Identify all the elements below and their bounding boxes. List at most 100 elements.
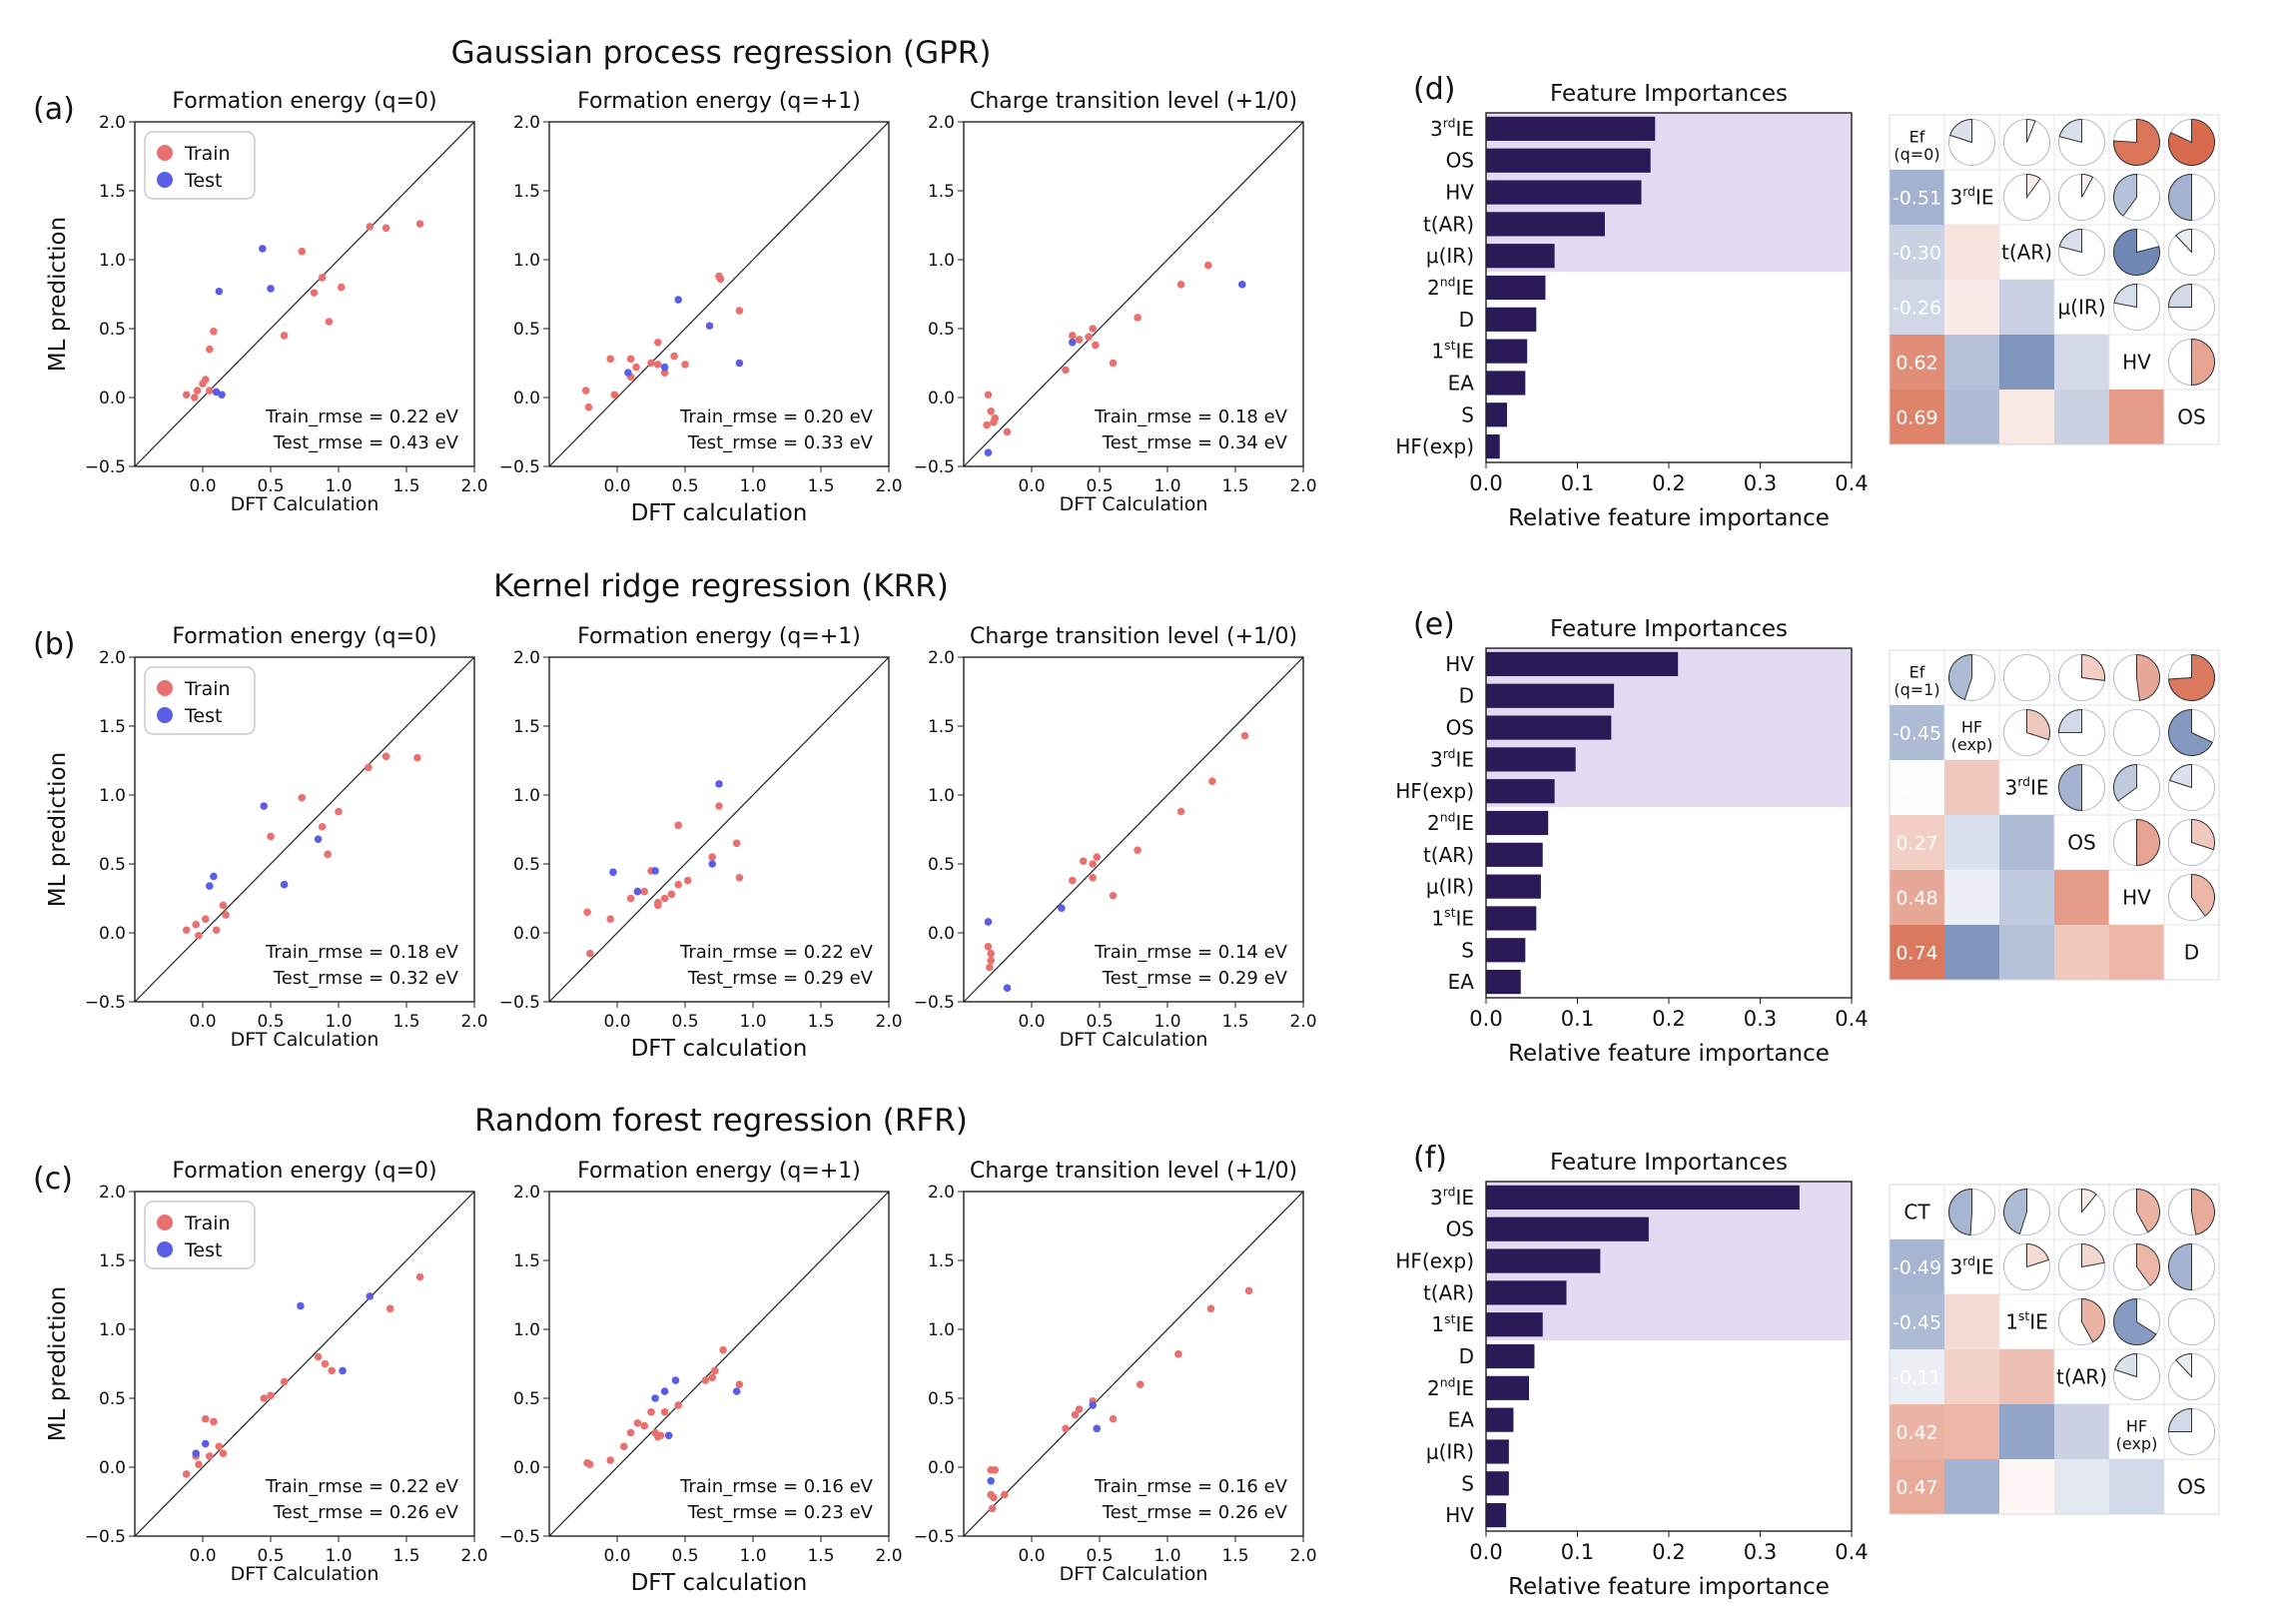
train-point <box>1089 325 1097 333</box>
test-point <box>314 835 323 843</box>
train-point <box>1089 860 1097 868</box>
y-tick-label: −0.5 <box>85 993 126 1013</box>
diagonal-line <box>963 1191 1304 1537</box>
corr-cell <box>1890 760 1944 815</box>
train-point <box>640 1421 648 1430</box>
importance-bar <box>1486 683 1615 708</box>
corr-label: CT <box>1903 1201 1930 1224</box>
x-tick-label: 0.5 <box>257 1012 284 1032</box>
x-tick-label: 1.5 <box>392 1012 419 1032</box>
test-rmse: Test_rmse = 0.32 eV <box>273 968 459 989</box>
train-point <box>606 355 614 364</box>
train-point <box>735 307 744 315</box>
corr-cell <box>1890 1349 1944 1404</box>
plot-frame <box>134 121 475 467</box>
test-rmse: Test_rmse = 0.23 eV <box>687 1502 874 1523</box>
panel-letter: (d) <box>1413 72 1455 107</box>
train-point <box>193 387 202 395</box>
feature-label: HF(exp) <box>1395 1249 1474 1273</box>
corr-pie-slice <box>2113 1352 2137 1378</box>
test-point <box>267 285 275 293</box>
corr-cell <box>1999 390 2054 444</box>
feature-label: EA <box>1448 371 1475 395</box>
corr-pie-slice <box>2168 653 2215 701</box>
train-point <box>1093 853 1102 861</box>
importance-bar <box>1486 244 1555 269</box>
train-point <box>318 274 327 282</box>
test-point <box>715 780 723 788</box>
train-point <box>1062 1424 1070 1433</box>
test-point <box>215 287 224 296</box>
method-title-rfr: Random forest regression (RFR) <box>474 1103 968 1139</box>
train-point <box>654 901 662 910</box>
plot-frame <box>548 1191 890 1537</box>
x-tick-label: 0.0 <box>603 476 630 496</box>
train-point <box>335 807 343 816</box>
corr-cell <box>1944 280 1999 335</box>
scatter-panel-3: 0.0 0.5 1.0 1.5 2.0 −0.5 0.0 0.5 1.0 1.5 2.0 Format… <box>33 624 488 1051</box>
importance-bar <box>1486 1503 1507 1528</box>
corr-pie-slice <box>2057 708 2082 733</box>
corr-pie-slice <box>1948 1188 1972 1235</box>
corr-cell <box>1999 925 2054 980</box>
feature-label: S <box>1461 1471 1474 1495</box>
y-tick-label: 2.0 <box>513 113 540 133</box>
train-point <box>310 289 319 297</box>
scatter-panel-1: 0.0 0.5 1.0 1.5 2.0 −0.5 0.0 0.5 1.0 1.5 2.0 Format… <box>499 89 903 526</box>
train-point <box>1109 359 1118 368</box>
train-point <box>201 1414 210 1423</box>
x-tick-label: 1.0 <box>739 1546 766 1566</box>
corr-cell <box>1890 225 1944 280</box>
corr-cell <box>1944 925 1999 980</box>
x-tick-label: 0.1 <box>1561 1540 1594 1564</box>
corr-cell <box>2054 1404 2109 1459</box>
x-tick-label: 0.0 <box>1469 1007 1502 1031</box>
importance-bar <box>1486 1185 1800 1210</box>
feature-label: 2ndIE <box>1427 275 1474 300</box>
panel-title: Formation energy (q=0) <box>172 89 436 114</box>
y-tick-label: 0.0 <box>99 1458 126 1478</box>
feature-importance-panels: 3rdIE OS HV t(AR) μ(IR) 2ndIE D 1stIE EA S HF(exp)… <box>1395 72 1868 1600</box>
train-point <box>987 956 995 965</box>
train-point <box>735 1380 744 1388</box>
train-point <box>1069 332 1077 340</box>
diagonal-line <box>963 121 1304 467</box>
test-point <box>651 1394 659 1402</box>
panel-letter: (b) <box>33 627 75 662</box>
corr-pie-slice <box>2026 173 2041 200</box>
x-tick-label: 2.0 <box>1289 476 1316 496</box>
y-tick-label: −0.5 <box>914 1527 955 1547</box>
corr-label: HV <box>2122 351 2151 375</box>
y-tick-label: 1.5 <box>928 182 955 202</box>
train-point <box>206 387 214 395</box>
train-point <box>654 361 662 369</box>
importance-bar <box>1486 715 1612 740</box>
feature-label: OS <box>1446 1218 1474 1241</box>
test-point <box>1058 904 1066 912</box>
diagonal-line <box>548 656 890 1003</box>
test-point <box>1089 1401 1097 1409</box>
feature-label: EA <box>1448 1408 1475 1432</box>
importance-bar <box>1486 1407 1514 1432</box>
test-point <box>984 918 993 926</box>
corr-cell <box>1999 1404 2054 1459</box>
corr-label: D <box>2184 941 2199 965</box>
feature-label: HV <box>1445 652 1474 676</box>
y-tick-label: 0.5 <box>928 320 955 340</box>
x-tick-label: 1.5 <box>807 1012 834 1032</box>
importance-bar <box>1486 1248 1601 1273</box>
corr-pie-slice <box>2113 763 2137 802</box>
x-tick-label: 2.0 <box>875 1546 902 1566</box>
corr-value: 0.48 <box>1896 888 1937 910</box>
legend-train-marker <box>157 680 173 696</box>
importance-panel-0: 3rdIE OS HV t(AR) μ(IR) 2ndIE D 1stIE EA S HF(exp)… <box>1395 72 1868 531</box>
corr-pie-outline <box>2113 709 2160 756</box>
test-point <box>218 391 226 400</box>
panel-title: Charge transition level (+1/0) <box>970 89 1297 114</box>
test-point <box>664 1431 673 1440</box>
importance-bar <box>1486 1280 1567 1305</box>
corr-pie-slice <box>2003 1188 2027 1235</box>
train-point <box>660 894 669 903</box>
train-point <box>586 949 594 958</box>
test-point <box>708 860 716 868</box>
